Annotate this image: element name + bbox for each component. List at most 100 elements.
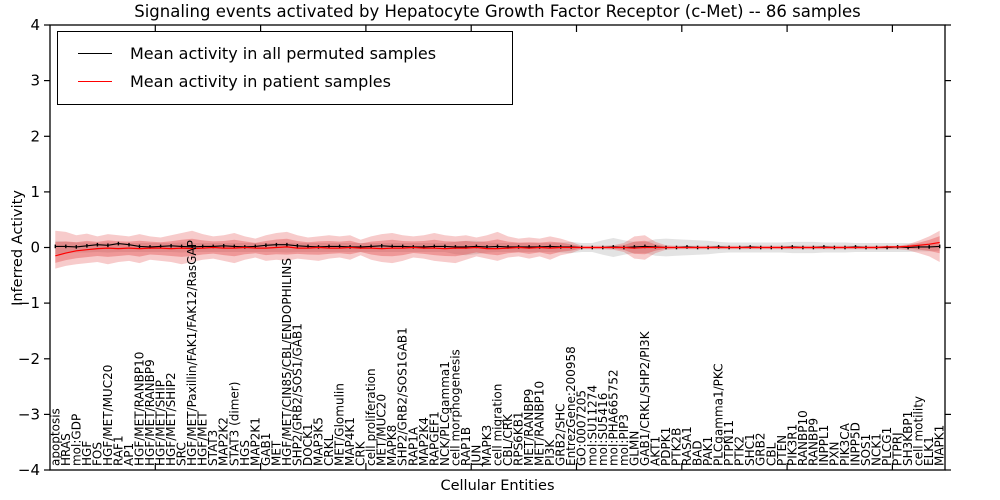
y-axis-ticks: 4 3 2 1 0 −1 −2 −3 −4: [18, 16, 951, 479]
svg-text:SHP2/GRB2/SOS1/GAB1: SHP2/GRB2/SOS1/GAB1: [290, 323, 304, 466]
svg-text:HGF: HGF: [80, 441, 94, 466]
svg-text:MAP2K2: MAP2K2: [217, 417, 231, 466]
legend: Mean activity in all permuted samples Me…: [57, 31, 513, 105]
x-axis-label: Cellular Entities: [440, 478, 555, 494]
svg-text:BAD: BAD: [691, 440, 705, 466]
x-category-labels: apoptosisHRASmol:GDPHGFFOSHGF/MET/MUC20R…: [48, 240, 946, 467]
svg-text:PTK2: PTK2: [733, 436, 747, 466]
svg-text:−3: −3: [18, 405, 40, 423]
svg-text:MAP3K5: MAP3K5: [312, 417, 326, 466]
svg-text:mol:PIP3: mol:PIP3: [617, 414, 631, 466]
svg-text:2: 2: [30, 127, 40, 145]
svg-text:−4: −4: [18, 461, 40, 479]
svg-text:GLMN: GLMN: [627, 431, 641, 466]
svg-text:SRC: SRC: [175, 442, 189, 466]
legend-line-permuted-icon: [78, 52, 112, 54]
svg-text:CRK: CRK: [354, 440, 368, 466]
svg-text:PI3K: PI3K: [543, 439, 557, 466]
svg-text:PAK1: PAK1: [701, 436, 715, 466]
svg-text:GAB1: GAB1: [259, 433, 273, 466]
patient-mean-line: [55, 241, 940, 257]
svg-text:HGF/MET/MUC20: HGF/MET/MUC20: [101, 365, 115, 466]
svg-text:HGS: HGS: [238, 440, 252, 466]
svg-text:HGF/MET/Paxillin/FAK1/FAK12/Ra: HGF/MET/Paxillin/FAK1/FAK12/RasGAP: [185, 240, 199, 466]
svg-text:HGF/MET/RANBP9: HGF/MET/RANBP9: [143, 359, 157, 466]
svg-text:RAF1: RAF1: [111, 435, 125, 466]
svg-text:JUN: JUN: [469, 445, 483, 467]
svg-text:AP1: AP1: [122, 443, 136, 466]
svg-text:RAPGEF1: RAPGEF1: [427, 411, 441, 466]
svg-text:GRB2/SHC: GRB2/SHC: [554, 403, 568, 466]
svg-text:ELK1: ELK1: [922, 436, 936, 466]
svg-text:MAP4K1: MAP4K1: [343, 417, 357, 466]
svg-text:MAPK8: MAPK8: [385, 425, 399, 466]
svg-text:RASA1: RASA1: [680, 426, 694, 466]
svg-text:INPPL1: INPPL1: [817, 425, 831, 466]
svg-text:PDPK1: PDPK1: [659, 427, 673, 466]
svg-text:PIK3CA: PIK3CA: [838, 422, 852, 466]
svg-text:PXN: PXN: [827, 442, 841, 466]
svg-text:MET/RANBP10: MET/RANBP10: [533, 381, 547, 466]
svg-text:HGF/MET: HGF/MET: [196, 411, 210, 466]
svg-text:RPS6KB1: RPS6KB1: [512, 411, 526, 466]
patient-band-outer: [55, 230, 940, 269]
svg-text:MAPK3: MAPK3: [480, 425, 494, 466]
svg-text:NCK1: NCK1: [870, 433, 884, 466]
svg-text:SH3KBP1: SH3KBP1: [901, 411, 915, 466]
svg-text:SOS1: SOS1: [859, 434, 873, 466]
svg-text:0: 0: [30, 239, 40, 257]
patient-band-inner: [55, 236, 940, 263]
svg-text:−2: −2: [18, 350, 40, 368]
svg-text:mol:SU5416: mol:SU5416: [596, 393, 610, 466]
svg-text:HGF/MET/RANBP10: HGF/MET/RANBP10: [133, 352, 147, 466]
svg-text:PTEN: PTEN: [775, 435, 789, 466]
legend-entry-permuted: Mean activity in all permuted samples: [68, 39, 502, 67]
svg-text:PTPRJ: PTPRJ: [891, 432, 905, 466]
svg-text:mol:PHA665752: mol:PHA665752: [606, 369, 620, 466]
svg-text:cell migration: cell migration: [491, 384, 505, 466]
svg-text:GAB1/CRKL/SHP2/PI3K: GAB1/CRKL/SHP2/PI3K: [638, 330, 652, 466]
svg-text:SHC1: SHC1: [743, 433, 757, 466]
svg-text:PLCG1: PLCG1: [880, 427, 894, 466]
svg-text:mol:SU11274: mol:SU11274: [585, 385, 599, 466]
svg-text:−1: −1: [18, 294, 40, 312]
chart-title: Signaling events activated by Hepatocyte…: [134, 2, 861, 21]
svg-text:RANBP9: RANBP9: [806, 418, 820, 466]
svg-text:3: 3: [30, 72, 40, 90]
svg-text:RANBP10: RANBP10: [796, 410, 810, 466]
svg-text:HGF/MET/SHIP: HGF/MET/SHIP: [154, 380, 168, 466]
legend-line-patient-icon: [78, 80, 112, 82]
svg-text:INPP5D: INPP5D: [849, 422, 863, 466]
svg-text:PIK3R1: PIK3R1: [785, 424, 799, 466]
svg-text:cell morphogenesis: cell morphogenesis: [448, 349, 462, 466]
svg-text:MET/MUC20: MET/MUC20: [375, 394, 389, 466]
svg-text:GRB2: GRB2: [754, 432, 768, 466]
svg-text:DOCK1: DOCK1: [301, 423, 315, 466]
svg-text:CBL/CRK: CBL/CRK: [501, 413, 515, 466]
svg-text:cell motility: cell motility: [912, 396, 926, 466]
svg-text:apoptosis: apoptosis: [48, 408, 62, 466]
svg-text:MAPK1: MAPK1: [933, 425, 947, 466]
x-axis-ticks: [154, 25, 894, 470]
svg-text:mol:GDP: mol:GDP: [69, 414, 83, 466]
svg-text:NCK/PLCgamma1: NCK/PLCgamma1: [438, 361, 452, 466]
svg-text:MET/Glomulin: MET/Glomulin: [333, 383, 347, 466]
svg-text:RAP1B: RAP1B: [459, 427, 473, 466]
svg-text:GO:0007205: GO:0007205: [575, 390, 589, 466]
svg-text:PLCgamma1/PKC: PLCgamma1/PKC: [712, 363, 726, 466]
svg-text:MAP2K1: MAP2K1: [248, 417, 262, 466]
svg-text:STAT3 (dimer): STAT3 (dimer): [227, 382, 241, 466]
svg-text:FOS: FOS: [90, 442, 104, 466]
svg-text:1: 1: [30, 183, 40, 201]
legend-label-permuted: Mean activity in all permuted samples: [130, 43, 437, 63]
svg-text:AKT1: AKT1: [648, 436, 662, 466]
svg-text:EntrezGene:200958: EntrezGene:200958: [564, 346, 578, 466]
svg-text:4: 4: [30, 16, 40, 34]
svg-text:PTPN11: PTPN11: [722, 420, 736, 466]
svg-text:SHP2/GRB2/SOS1GAB1: SHP2/GRB2/SOS1GAB1: [396, 327, 410, 466]
svg-text:MAP2K4: MAP2K4: [417, 417, 431, 466]
svg-text:HGF/MET/SHIP2: HGF/MET/SHIP2: [164, 372, 178, 466]
svg-text:STAT3: STAT3: [206, 430, 220, 466]
